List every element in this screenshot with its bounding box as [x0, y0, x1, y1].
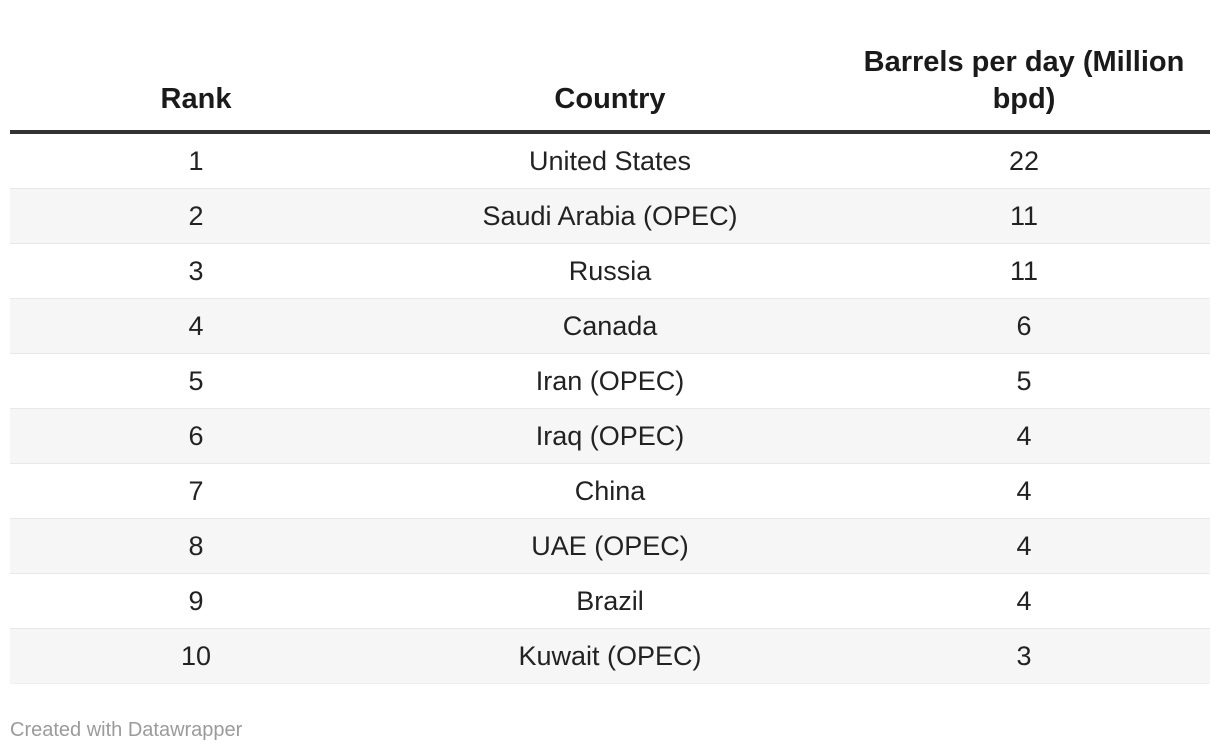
table-row: 1 United States 22	[10, 132, 1210, 189]
country-cell: United States	[528, 146, 692, 176]
table-row: 8 UAE (OPEC) 4	[10, 518, 1210, 574]
country-cell: Iraq (OPEC)	[382, 408, 838, 464]
rank-cell: 10	[10, 628, 382, 684]
table-header: Rank Country Barrels per day (Million bp…	[10, 20, 1210, 134]
bpd-cell: 3	[838, 628, 1210, 684]
country-cell: UAE (OPEC)	[382, 518, 838, 574]
table-row: 2 Saudi Arabia (OPEC) 11	[10, 188, 1210, 244]
table-row: 3 Russia 11	[10, 243, 1210, 299]
bpd-cell: 4	[838, 463, 1210, 519]
bpd-cell: 11	[838, 243, 1210, 299]
country-cell: Russia	[382, 243, 838, 299]
country-cell: Brazil	[382, 573, 838, 629]
table-body: 1 United States 22 2 Saudi Arabia (OPEC)…	[10, 132, 1210, 684]
rank-cell: 3	[10, 243, 382, 299]
table-row: 7 China 4	[10, 463, 1210, 519]
rank-cell: 7	[10, 463, 382, 519]
bpd-cell: 5	[838, 353, 1210, 409]
rank-cell: 9	[10, 573, 382, 629]
rank-cell: 2	[10, 188, 382, 244]
column-header-bpd: Barrels per day (Million bpd)	[838, 20, 1210, 134]
rank-cell: 4	[10, 298, 382, 354]
column-header-rank: Rank	[10, 20, 382, 134]
rank-cell: 1	[188, 146, 204, 176]
table-row: 4 Canada 6	[10, 298, 1210, 354]
bpd-cell: 4	[838, 573, 1210, 629]
bpd-cell: 6	[838, 298, 1210, 354]
country-cell: Kuwait (OPEC)	[382, 628, 838, 684]
country-cell: Canada	[382, 298, 838, 354]
rank-cell: 5	[10, 353, 382, 409]
table-row: 5 Iran (OPEC) 5	[10, 353, 1210, 409]
country-cell: Saudi Arabia (OPEC)	[382, 188, 838, 244]
bpd-cell: 22	[1008, 146, 1040, 176]
header-row: Rank Country Barrels per day (Million bp…	[10, 20, 1210, 134]
table-row: 10 Kuwait (OPEC) 3	[10, 628, 1210, 684]
production-table: Rank Country Barrels per day (Million bp…	[10, 20, 1210, 684]
rank-cell: 8	[10, 518, 382, 574]
table-row: 9 Brazil 4	[10, 573, 1210, 629]
bpd-cell: 11	[838, 188, 1210, 244]
country-cell: China	[382, 463, 838, 519]
bpd-cell: 4	[838, 408, 1210, 464]
column-header-country: Country	[382, 20, 838, 134]
datawrapper-attribution-link[interactable]: Created with Datawrapper	[10, 719, 243, 741]
table-row: 6 Iraq (OPEC) 4	[10, 408, 1210, 464]
country-cell: Iran (OPEC)	[382, 353, 838, 409]
bpd-cell: 4	[838, 518, 1210, 574]
rank-cell: 6	[10, 408, 382, 464]
